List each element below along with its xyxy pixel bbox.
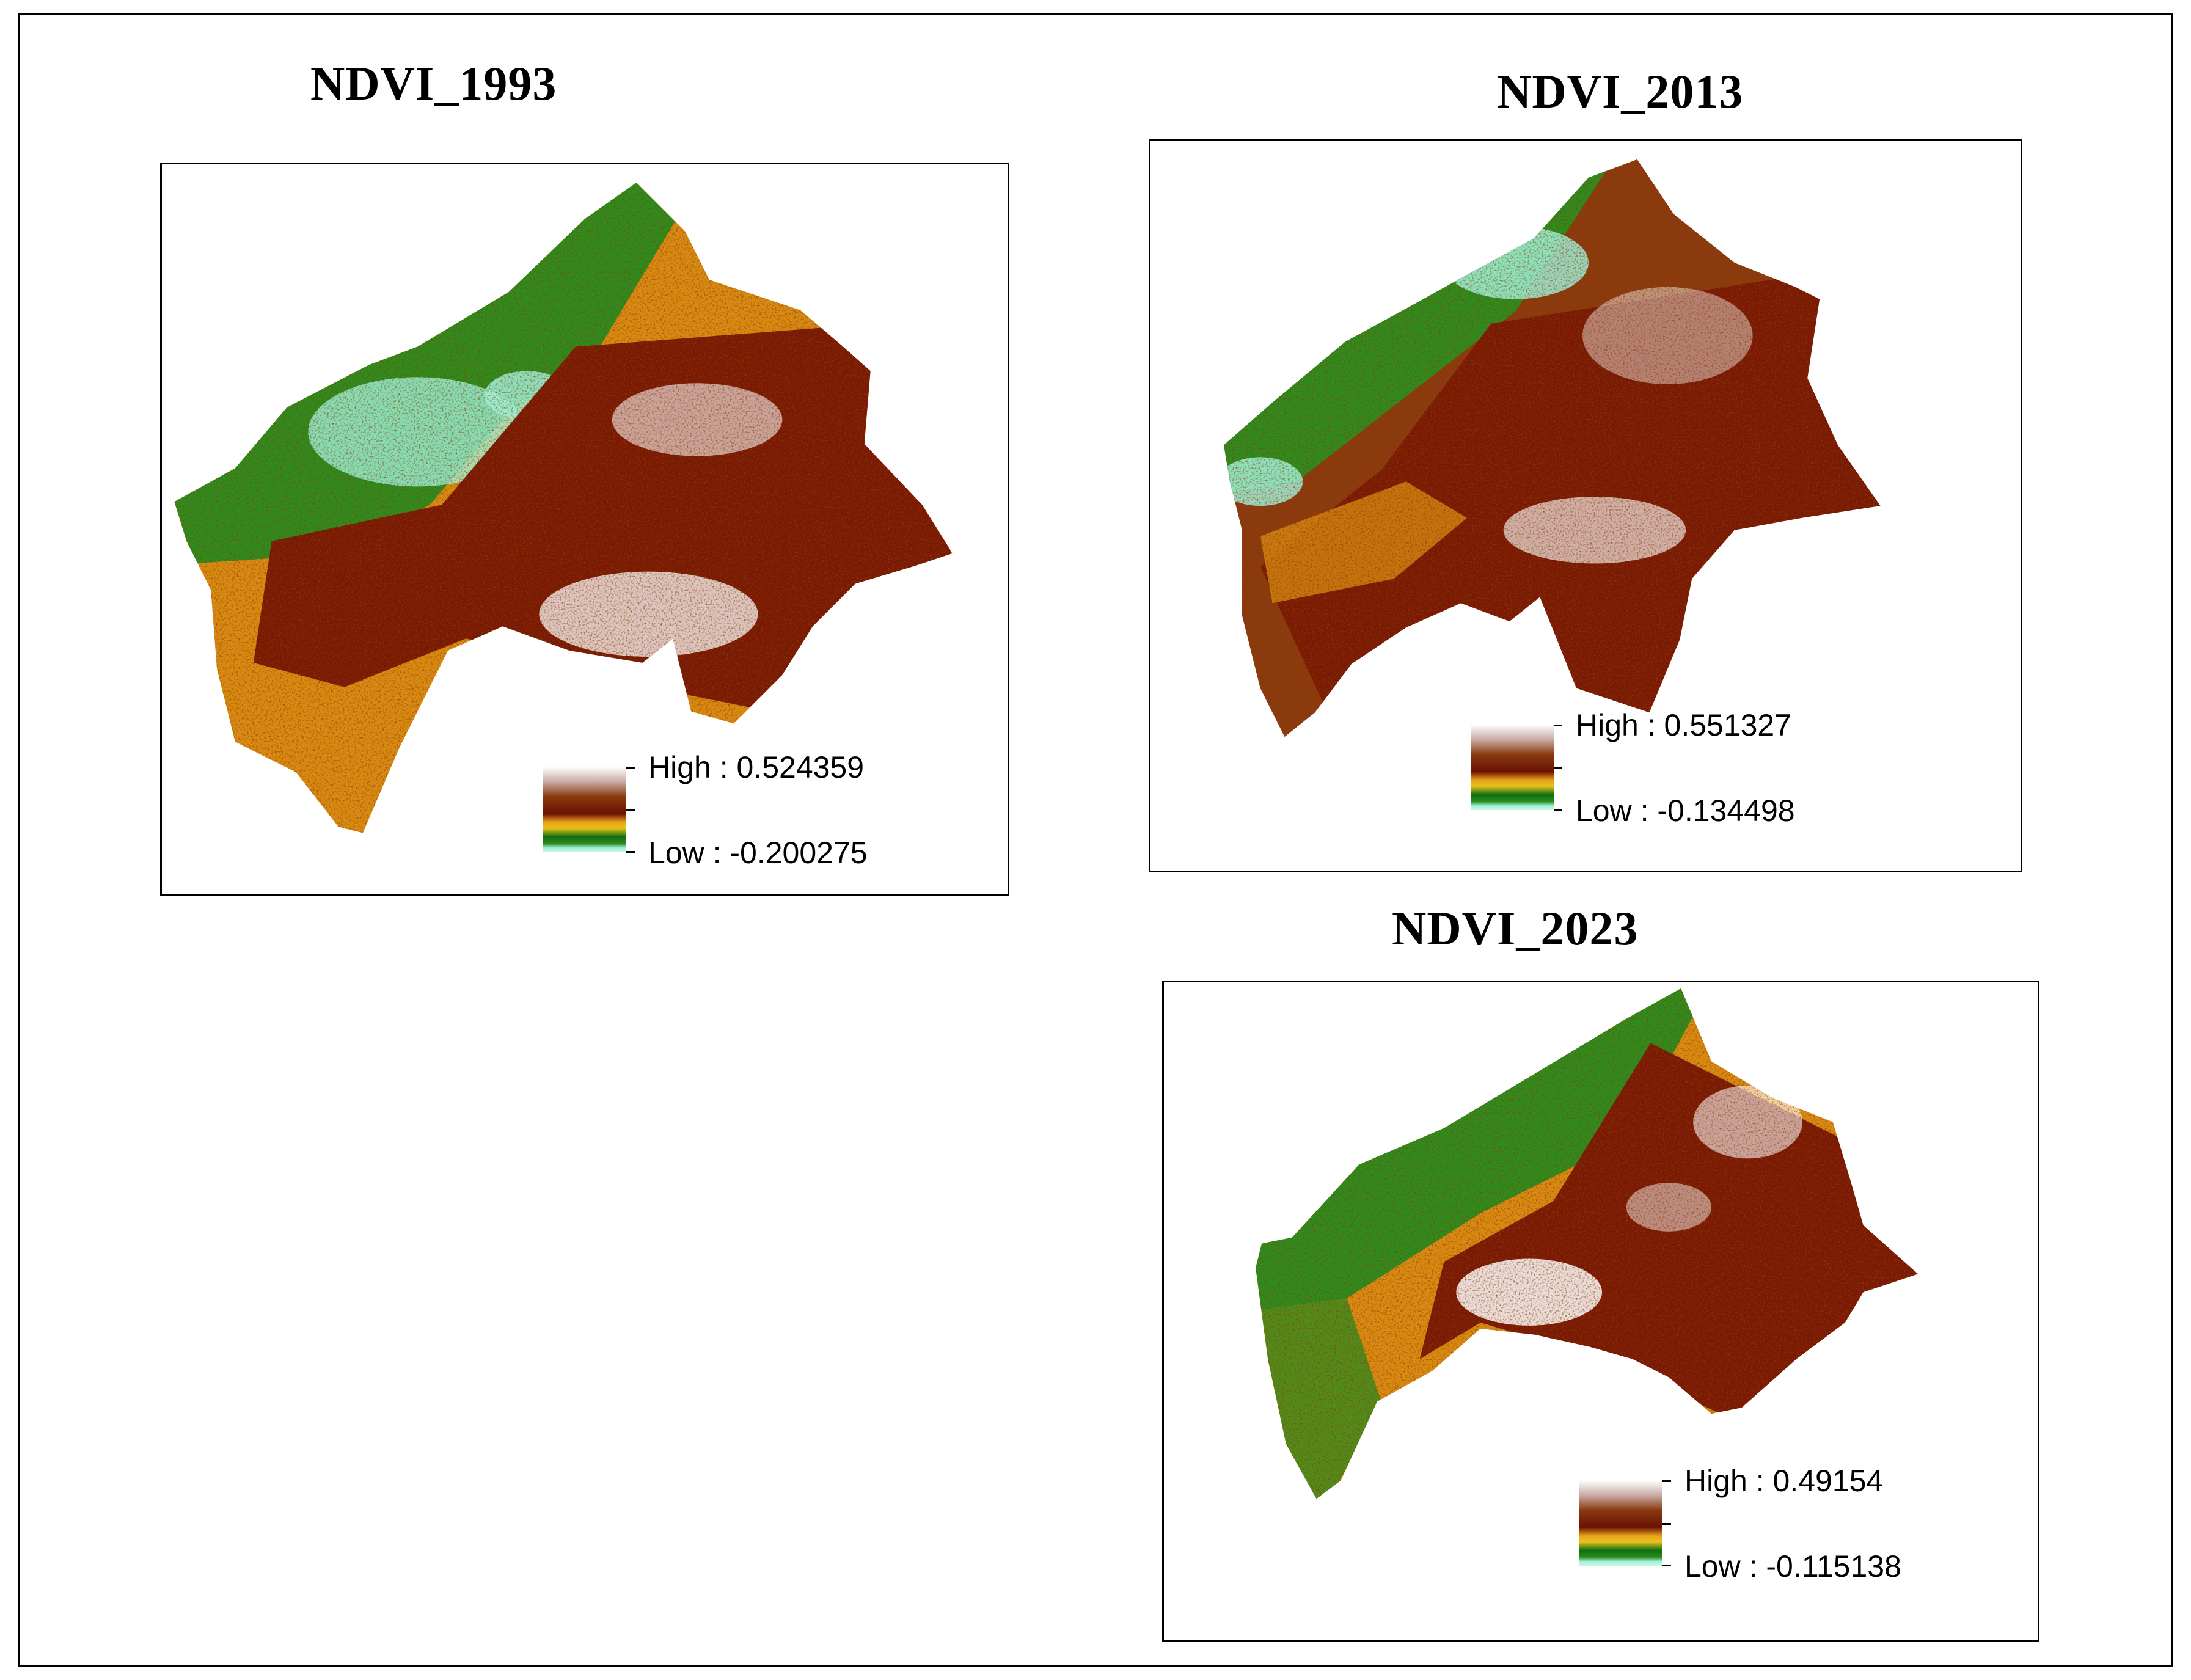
map-title-2013: NDVI_2013 (1497, 65, 1744, 118)
ndvi-map-2013 (1223, 159, 1881, 737)
legend-high-label-2023: High : 0.49154 (1684, 1464, 1884, 1498)
map-panel-1993: High : 0.524359 Low : -0.200275 (160, 163, 1009, 896)
map-title-2023: NDVI_2023 (1392, 902, 1639, 955)
legend-1993: High : 0.524359 Low : -0.200275 (543, 752, 959, 868)
legend-high-label-1993: High : 0.524359 (648, 750, 865, 784)
outer-frame (18, 13, 2173, 1667)
legend-2013: High : 0.551327 Low : -0.134498 (1471, 710, 1886, 826)
legend-high-label-2013: High : 0.551327 (1576, 708, 1792, 742)
legend-low-label-1993: Low : -0.200275 (648, 836, 868, 870)
map-panel-2013: High : 0.551327 Low : -0.134498 (1149, 139, 2022, 872)
legend-color-ramp-2013 (1471, 725, 1554, 810)
legend-color-ramp-2023 (1579, 1480, 1662, 1566)
legend-low-label-2023: Low : -0.115138 (1684, 1549, 1901, 1583)
map-panel-2023: High : 0.49154 Low : -0.115138 (1162, 981, 2039, 1642)
ndvi-map-1993 (174, 182, 953, 833)
legend-2023: High : 0.49154 Low : -0.115138 (1579, 1466, 2007, 1582)
legend-color-ramp-1993 (543, 767, 626, 852)
legend-low-label-2013: Low : -0.134498 (1576, 794, 1795, 828)
map-title-1993: NDVI_1993 (310, 57, 557, 110)
ndvi-map-2023 (1256, 988, 1918, 1499)
